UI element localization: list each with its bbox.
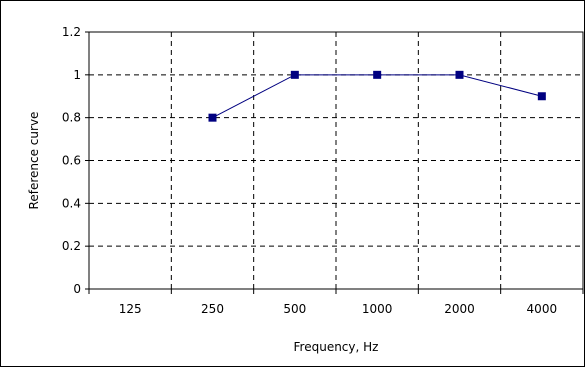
data-point-marker <box>373 70 382 79</box>
y-tick-label: 0.2 <box>62 239 81 253</box>
y-axis-title: Reference curve <box>27 112 41 210</box>
series-line <box>212 74 542 119</box>
x-tick-label: 250 <box>201 302 224 316</box>
x-tick-label: 500 <box>283 302 306 316</box>
y-tick-label: 1.2 <box>62 25 81 39</box>
grid-layer <box>89 31 583 289</box>
x-axis-title: Frequency, Hz <box>294 340 379 354</box>
x-tick-label: 4000 <box>527 302 558 316</box>
y-tick-label: 0.4 <box>62 196 81 210</box>
data-point-marker <box>455 70 464 79</box>
axis-layer <box>85 31 584 294</box>
plot-area-border <box>88 31 584 290</box>
x-tick-labels: 125 250 500 1000 2000 4000 <box>119 302 557 316</box>
series-layer <box>208 70 546 122</box>
y-tick-label: 0 <box>73 282 81 296</box>
x-tick-label: 2000 <box>444 302 475 316</box>
y-tick-labels: 0 0.2 0.4 0.6 0.8 1 1.2 <box>62 25 81 296</box>
data-point-marker <box>537 92 546 101</box>
y-tick-label: 1 <box>73 68 81 82</box>
x-tick-label: 125 <box>119 302 142 316</box>
y-tick-label: 0.6 <box>62 154 81 168</box>
y-tick-label: 0.8 <box>62 111 81 125</box>
x-tick-label: 1000 <box>362 302 393 316</box>
data-point-marker <box>208 113 217 122</box>
data-point-marker <box>290 70 299 79</box>
